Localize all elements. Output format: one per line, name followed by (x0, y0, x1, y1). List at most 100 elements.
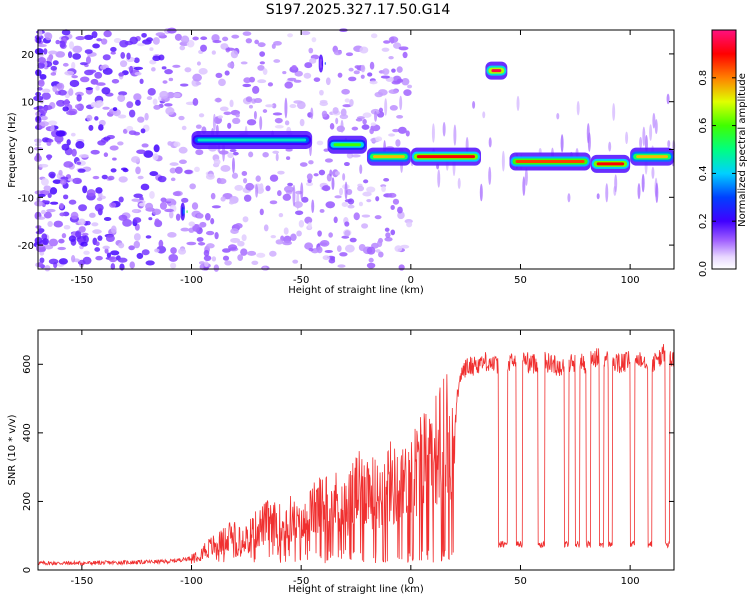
noise-blob (337, 72, 343, 78)
noise-blob (55, 130, 66, 137)
noise-streak (359, 164, 363, 175)
noise-blob (235, 113, 240, 118)
colorbar-tick-label: 0.2 (698, 213, 709, 229)
noise-blob (139, 78, 144, 85)
noise-blob (347, 198, 355, 205)
x-tick-label: -150 (71, 275, 94, 286)
snr-x-label: Height of straight line (km) (288, 584, 424, 595)
noise-blob (196, 237, 204, 242)
noise-blob (95, 241, 100, 247)
noise-blob (272, 112, 283, 116)
noise-blob (255, 175, 261, 182)
noise-blob (167, 141, 173, 146)
noise-blob (144, 112, 149, 121)
noise-blob (112, 157, 117, 161)
noise-blob (241, 234, 247, 242)
noise-blob (170, 262, 177, 269)
noise-blob (103, 30, 112, 38)
noise-blob (75, 35, 86, 41)
noise-blob (136, 252, 144, 260)
noise-blob (292, 259, 299, 264)
noise-blob (203, 249, 210, 257)
noise-blob (218, 178, 227, 185)
noise-blob (55, 39, 61, 45)
noise-blob (192, 98, 199, 106)
noise-blob (64, 70, 75, 76)
noise-streak (331, 177, 335, 190)
noise-streak (608, 141, 612, 152)
noise-blob (184, 169, 193, 174)
noise-blob (220, 196, 226, 202)
noise-blob (95, 85, 100, 91)
noise-blob (296, 230, 302, 237)
noise-blob (240, 61, 248, 65)
noise-blob (69, 41, 75, 50)
noise-blob (392, 128, 400, 133)
noise-streak (431, 123, 435, 143)
noise-blob (267, 82, 274, 87)
ridge-peak (197, 138, 307, 142)
noise-blob (119, 39, 129, 48)
noise-blob (278, 212, 284, 218)
noise-streak (384, 98, 388, 116)
noise-streak (488, 137, 492, 148)
noise-blob (75, 230, 82, 238)
noise-streak (259, 116, 263, 130)
noise-blob (342, 104, 352, 108)
noise-blob (382, 68, 390, 75)
noise-streak (296, 190, 300, 210)
noise-blob (43, 48, 48, 55)
noise-blob (53, 220, 64, 228)
noise-blob (282, 240, 293, 246)
noise-blob (52, 85, 58, 93)
noise-blob (62, 62, 69, 67)
noise-blob (180, 227, 190, 232)
noise-blob (277, 190, 282, 197)
noise-blob (149, 190, 155, 199)
noise-blob (77, 168, 86, 173)
noise-blob (126, 52, 131, 60)
noise-blob (363, 179, 369, 184)
noise-blob (360, 64, 366, 73)
noise-blob (349, 98, 354, 107)
noise-blob (91, 31, 98, 39)
noise-blob (164, 198, 175, 202)
noise-blob (366, 262, 376, 269)
noise-blob (140, 128, 146, 134)
noise-blob (56, 83, 63, 89)
noise-blob (120, 51, 126, 59)
noise-blob (154, 248, 160, 253)
x-tick-label: -100 (180, 576, 203, 587)
colorbar-frame (711, 29, 737, 270)
noise-blob (102, 245, 110, 250)
noise-blob (95, 255, 103, 261)
noise-blob (195, 81, 202, 86)
noise-blob (49, 187, 58, 195)
noise-blob (153, 144, 160, 153)
noise-blob (284, 120, 290, 126)
noise-streak (596, 193, 600, 200)
noise-blob (137, 116, 145, 123)
noise-blob (361, 214, 371, 218)
noise-blob (341, 235, 350, 239)
noise-streak (275, 153, 279, 162)
noise-blob (398, 264, 405, 271)
noise-blob (321, 185, 331, 192)
noise-blob (390, 204, 395, 210)
noise-blob (40, 178, 49, 186)
noise-blob (230, 237, 241, 243)
noise-blob (275, 239, 284, 245)
noise-blob (129, 65, 134, 74)
noise-blob (197, 242, 206, 246)
noise-blob (181, 125, 187, 131)
noise-blob (220, 43, 229, 50)
noise-blob (273, 59, 281, 63)
noise-streak (284, 97, 288, 119)
noise-streak (453, 124, 457, 146)
noise-blob (151, 67, 156, 72)
noise-blob (152, 55, 161, 62)
noise-blob (194, 166, 200, 172)
spectrogram-ridge (180, 54, 674, 221)
noise-blob (118, 242, 125, 249)
noise-blob (333, 216, 338, 224)
